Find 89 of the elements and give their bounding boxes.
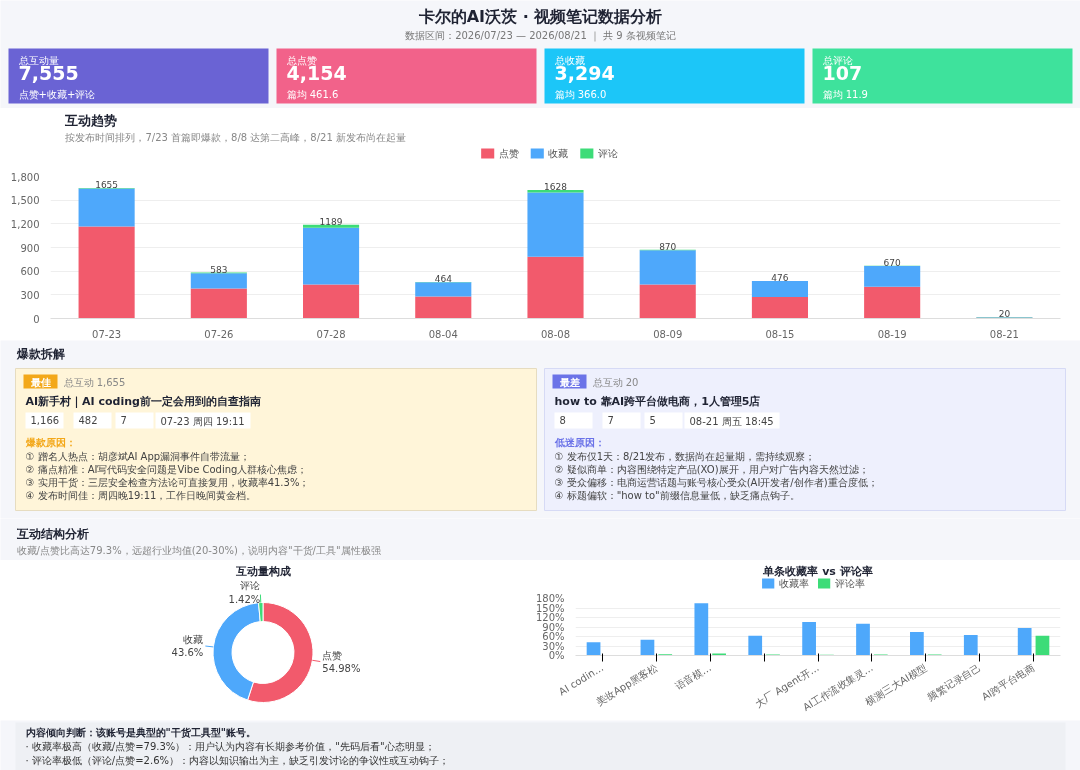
x-tick-label: 08-19: [877, 328, 907, 340]
total-label: 583: [210, 264, 228, 275]
total-label: 1655: [95, 179, 119, 190]
y-tick-label: 300: [20, 289, 40, 301]
text: 07-23 周四 19:11: [160, 415, 245, 427]
legend-label: 评论: [598, 148, 619, 159]
text: ① 蹭名人热点：胡彦斌AI App漏洞事件自带流量；: [25, 450, 251, 462]
slice-label: 收藏: [183, 633, 204, 645]
text: how to 靠AI跨平台做电商，1人管理5店: [554, 394, 761, 408]
chart-subtitle: 按发布时间排列，7/23 首篇即爆款，8/8 达第二高峰，8/21 新发布尚在起量: [65, 131, 407, 143]
text: 篇均 366.0: [554, 88, 607, 100]
x-tick-label: 07-28: [316, 328, 346, 340]
x-tick-label: 语音模…: [673, 661, 714, 693]
total-label: 1189: [319, 216, 343, 227]
x-tick-label: 08-08: [540, 328, 571, 340]
slice-label: 点赞: [322, 649, 343, 661]
text: 爆款拆解: [15, 346, 65, 361]
text: 点赞+收藏+评论: [18, 88, 96, 100]
text: 482: [78, 414, 98, 426]
y-tick-label: 0%: [548, 650, 565, 661]
text: 总点赞: [285, 54, 317, 66]
y-tick-label: 1,500: [10, 195, 40, 207]
x-tick-label: AI跨平台电商: [979, 661, 1037, 703]
text: 最差: [558, 376, 580, 388]
text: 篇均 461.6: [286, 88, 339, 100]
text: 8: [559, 414, 566, 426]
total-label: 464: [434, 273, 453, 284]
y-tick-label: 120%: [535, 612, 565, 623]
total-label: 670: [883, 257, 902, 268]
x-tick-label: 07-26: [204, 328, 234, 340]
legend-label: 评论率: [834, 578, 865, 589]
text: 总评论: [821, 54, 853, 66]
total-label: 1628: [544, 182, 568, 193]
total-label: 870: [659, 241, 677, 252]
x-tick-label: 08-21: [989, 328, 1019, 340]
text: · 评论率极低（评论/点赞=2.6%）：内容以知识输出为主，缺乏引发讨论的争议性或互动钩子；: [25, 754, 450, 766]
text: 总互动量: [17, 54, 59, 66]
text: 互动结构分析: [15, 526, 89, 541]
y-tick-label: 600: [20, 266, 40, 278]
data-label: 43.6%: [171, 646, 204, 658]
x-tick-label: 08-15: [765, 328, 795, 340]
y-tick-label: 180%: [535, 593, 565, 604]
legend-label: 点赞: [498, 148, 519, 159]
data-label: 1.42%: [228, 593, 261, 605]
y-tick-label: 150%: [535, 602, 565, 614]
data-label: 54.98%: [322, 662, 361, 674]
text: ③ 实用干货：三层安全检查方法论可直接复用，收藏率41.3%；: [25, 476, 310, 488]
text: 08-21 周五 18:45: [689, 415, 774, 427]
x-tick-label: 08-04: [428, 328, 458, 340]
total-label: 20: [998, 308, 1011, 319]
text: 最佳: [29, 376, 51, 388]
x-tick-label: 07-23: [92, 328, 122, 340]
chart-title: 互动量构成: [234, 564, 291, 578]
text: 总互动 20: [591, 376, 639, 388]
y-tick-label: 60%: [542, 631, 565, 642]
y-tick-label: 1,200: [10, 218, 40, 230]
text: ② 痛点精准：AI写代码安全问题是Vibe Coding人群核心焦虑；: [25, 463, 308, 475]
text: 7: [607, 414, 614, 426]
text: 篇均 11.9: [822, 88, 868, 100]
text: 卡尔的AI沃茨 · 视频笔记数据分析: [417, 6, 663, 26]
y-tick-label: 30%: [542, 640, 565, 652]
slice-label: 评论: [240, 580, 261, 592]
text: AI新手村｜AI coding前一定会用到的自查指南: [25, 394, 261, 408]
text: 收藏/点赞比高达79.3%，远超行业均值(20-30%)，说明内容"干货/工具"属性极强: [16, 544, 381, 556]
legend-label: 收藏: [548, 148, 569, 159]
text: ④ 标题偏软："how to"前缀信息量低，缺乏痛点钩子。: [554, 489, 800, 501]
text: 1,166: [30, 414, 60, 426]
text: 7: [120, 414, 127, 426]
text: 5: [649, 414, 656, 426]
text: 内容倾向判断：该账号是典型的"干货工具型"账号。: [25, 726, 256, 738]
chart-title: 单条收藏率 vs 评论率: [762, 564, 873, 578]
text: 低迷原因：: [553, 436, 605, 448]
text: ② 疑似商单：内容围绕特定产品(XO)展开，用户对广告内容天然过滤；: [554, 463, 869, 475]
x-tick-label: 08-09: [653, 328, 683, 340]
total-label: 476: [771, 272, 789, 283]
text: ① 发布仅1天：8/21发布，数据尚在起量期，需持续观察；: [554, 450, 816, 462]
text: 数据区间：2026/07/23 — 2026/08/21 ｜ 共 9 条视频笔记: [405, 29, 676, 42]
text: ④ 发布时间佳：周四晚19:11，工作日晚间黄金档。: [25, 489, 257, 501]
text: · 收藏率极高（收藏/点赞=79.3%）：用户认为内容有长期参考价值，"先码后看"心态明显；: [25, 740, 435, 752]
legend-label: 收藏率: [778, 578, 809, 589]
y-tick-label: 1,800: [10, 171, 40, 183]
chart-title: 互动趋势: [64, 112, 118, 128]
text: 爆款原因：: [24, 436, 76, 448]
text: 总收藏: [553, 54, 585, 66]
y-tick-label: 90%: [542, 621, 565, 633]
y-tick-label: 900: [20, 242, 40, 254]
text: 总互动 1,655: [62, 376, 126, 388]
y-tick-label: 0: [33, 313, 40, 325]
text: ③ 受众偏移：电商运营话题与账号核心受众(AI开发者/创作者)重合度低；: [554, 476, 878, 488]
